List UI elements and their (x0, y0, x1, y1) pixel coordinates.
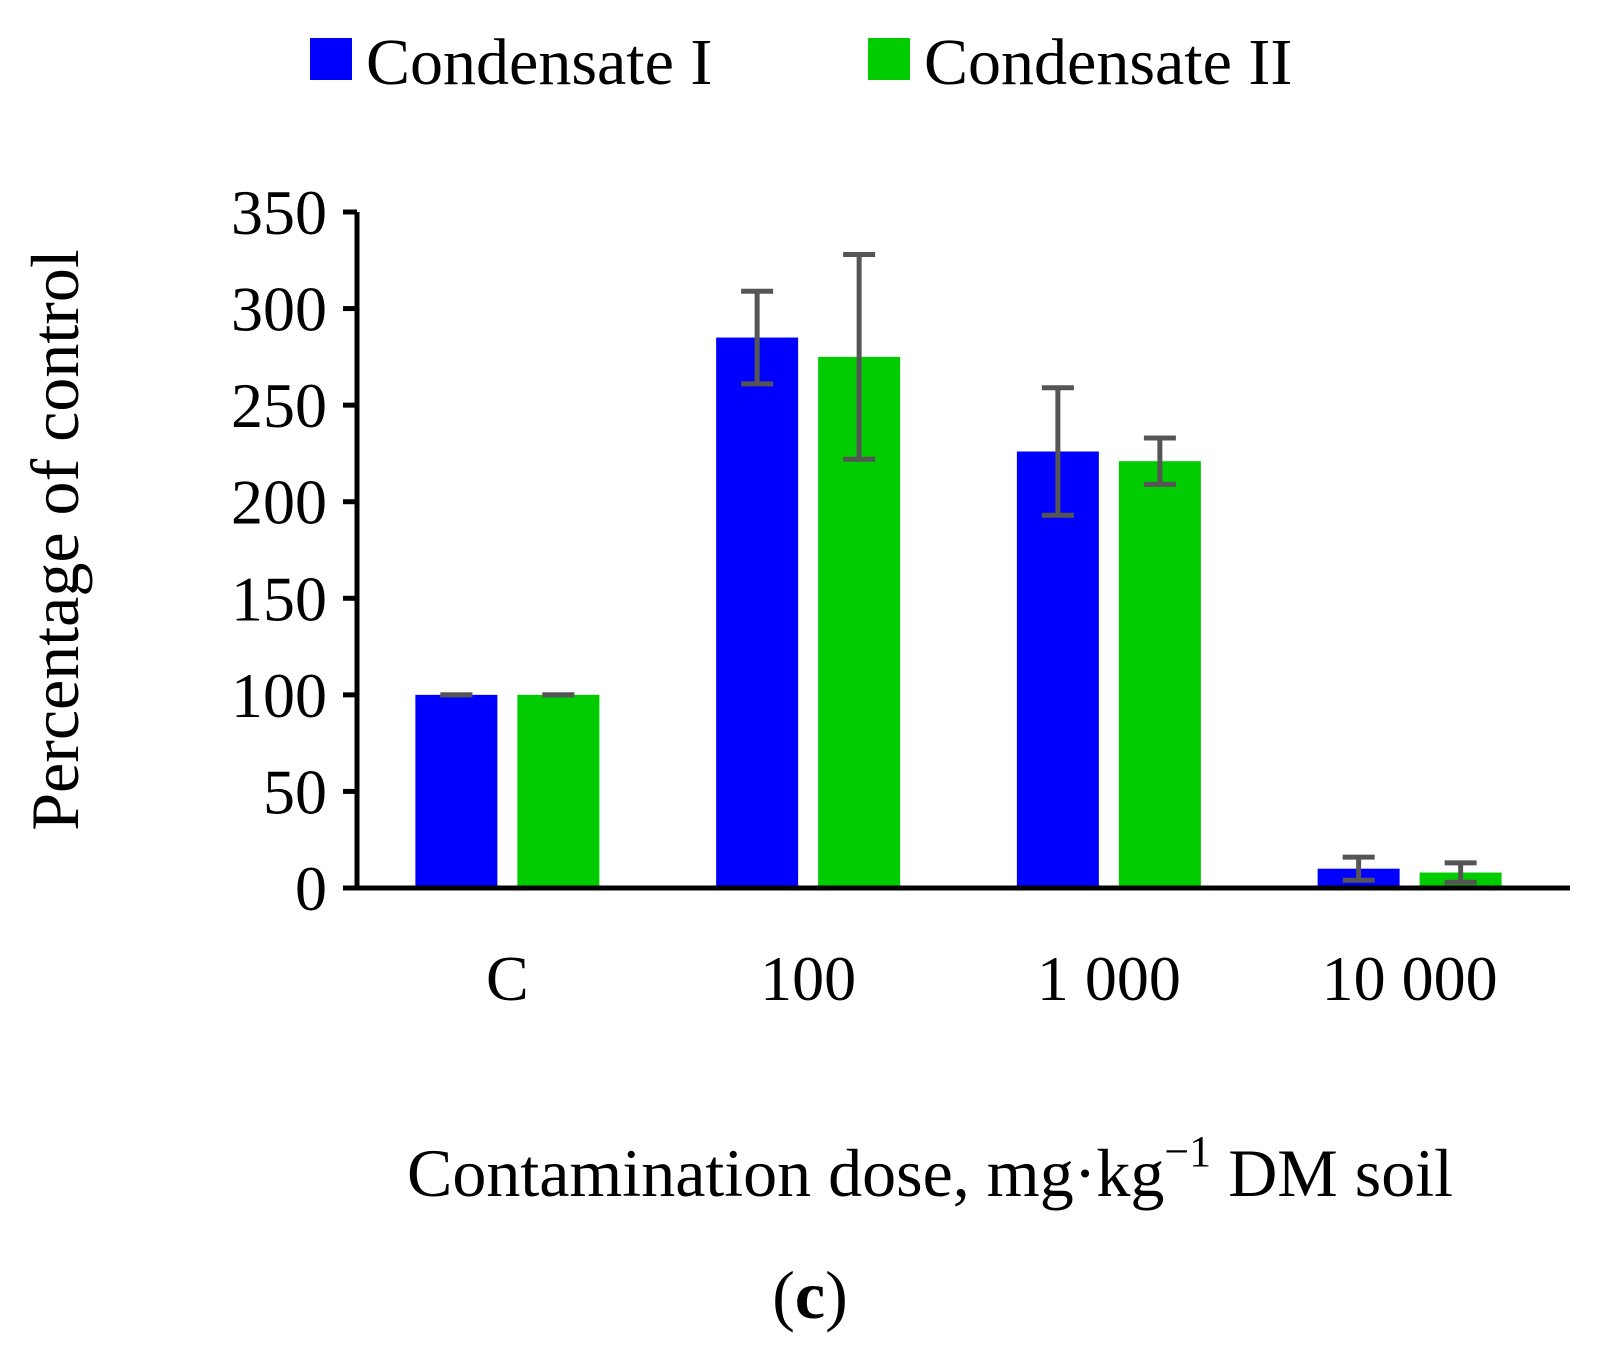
legend-swatch-condensate-i (310, 38, 352, 80)
panel-label: (c) (772, 1257, 848, 1333)
x-axis-title-tail: DM soil (1211, 1135, 1453, 1211)
y-tick-label: 50 (263, 756, 327, 827)
y-axis-ticks: 0 50 100 150 200 250 300 350 (231, 177, 357, 924)
x-tick-label: C (486, 943, 529, 1014)
legend-label-condensate-i: Condensate I (366, 26, 712, 99)
x-axis-title-superscript: −1 (1164, 1127, 1211, 1176)
y-tick-label: 100 (231, 660, 327, 731)
error-bar-condensate-i-10000 (1342, 854, 1375, 883)
bar-condensate-i-C (415, 694, 498, 888)
y-tick-label: 250 (231, 370, 327, 441)
y-tick-label: 200 (231, 467, 327, 538)
legend: Condensate I Condensate II (310, 26, 1292, 99)
x-tick-label: 100 (760, 943, 856, 1014)
error-bars (440, 251, 1477, 885)
bar-condensate-ii-C (517, 694, 600, 888)
bar-condensate-i-1000 (1016, 451, 1099, 888)
x-tick-label: 1 000 (1037, 943, 1181, 1014)
error-bar-condensate-ii-1000 (1143, 435, 1176, 487)
error-bar-condensate-ii-10000 (1444, 860, 1477, 885)
bar-condensate-i-100 (716, 337, 799, 888)
y-tick-label: 150 (231, 563, 327, 634)
legend-swatch-condensate-ii (868, 38, 910, 80)
error-bar-condensate-ii-100 (843, 251, 876, 462)
legend-label-condensate-ii: Condensate II (924, 26, 1292, 99)
y-tick-label: 350 (231, 177, 327, 248)
y-tick-label: 300 (231, 274, 327, 345)
x-axis-title: Contamination dose, mg·kg−1 DM soil (407, 1127, 1453, 1211)
bar-condensate-ii-1000 (1118, 461, 1201, 888)
x-axis-tick-labels: C 100 1 000 10 000 (486, 943, 1498, 1014)
bars (415, 337, 1502, 888)
error-bar-condensate-i-1000 (1041, 385, 1074, 518)
error-bar-condensate-i-100 (741, 288, 774, 387)
y-tick-label: 0 (295, 853, 327, 924)
x-tick-label: 10 000 (1322, 943, 1498, 1014)
y-axis-title: Percentage of control (17, 249, 93, 831)
